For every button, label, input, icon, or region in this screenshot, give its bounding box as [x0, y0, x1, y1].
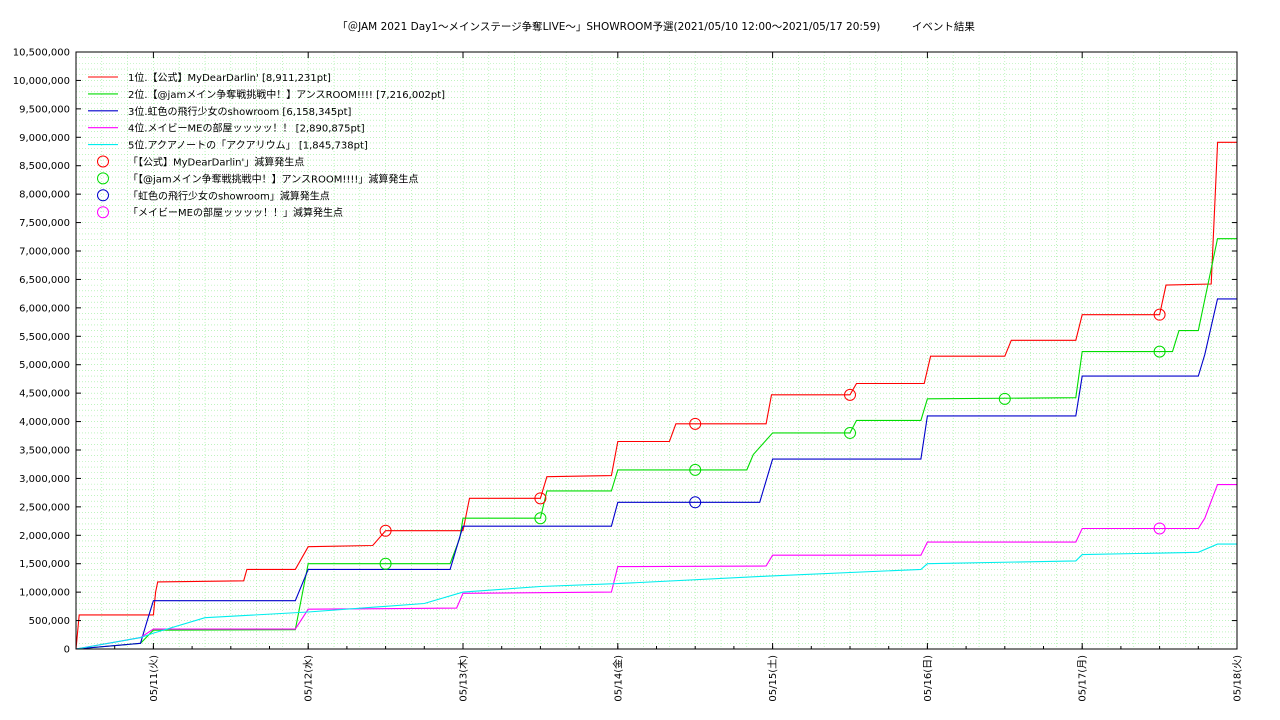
- y-tick-label: 10,000,000: [13, 76, 70, 87]
- legend-swatch-circle: [97, 189, 109, 202]
- y-tick-label: 1,500,000: [19, 559, 70, 570]
- reduction-marker-2: [689, 463, 702, 476]
- y-tick-label: 9,000,000: [19, 133, 70, 144]
- y-tick-label: 3,500,000: [19, 446, 70, 457]
- reduction-marker-1: [689, 417, 702, 430]
- x-tick-label: 05/11(火): [148, 655, 160, 702]
- legend-label: 2位.【@jamメイン争奪戦挑戦中！】アンスROOM!!!! [7,216,00…: [128, 88, 445, 101]
- y-tick-label: 500,000: [29, 616, 70, 627]
- y-tick-label: 2,000,000: [19, 531, 70, 542]
- reduction-marker-4: [1153, 522, 1166, 535]
- grid: [75, 51, 1238, 650]
- legend-label: 「【@jamメイン争奪戦挑戦中！】アンスROOM!!!!」減算発生点: [128, 172, 418, 185]
- x-tick-label: 05/17(月): [1077, 655, 1089, 702]
- axes: 0 500,000 1,000,000 1,500,000 2,000,000 2,500…: [13, 48, 1244, 702]
- y-tick-label: 3,000,000: [19, 474, 70, 485]
- y-tick-label: 8,000,000: [19, 190, 70, 201]
- reduction-marker-2: [1153, 345, 1166, 358]
- y-tick-label: 0: [64, 645, 70, 656]
- reduction-marker-2: [844, 426, 856, 439]
- x-tick-label: 05/16(日): [923, 655, 934, 702]
- series-line-3: [75, 298, 1237, 650]
- reduction-marker-1: [1153, 308, 1166, 321]
- y-tick-label: 10,500,000: [13, 48, 70, 59]
- series-lines: [75, 141, 1237, 650]
- legend-label: 3位.虹色の飛行少女のshowroom [6,158,345pt]: [128, 105, 351, 118]
- legend-label: 5位.アクアノートの「アクアリウム」 [1,845,738pt]: [128, 139, 368, 152]
- legend-label: 1位.【公式】MyDearDarlin' [8,911,231pt]: [128, 71, 331, 84]
- y-tick-label: 1,000,000: [19, 588, 70, 599]
- legend-swatch-circle: [97, 155, 109, 168]
- chart-title: 「＠JAM 2021 Day1～メインステージ争奪LIVE～」SHOWROOM予…: [337, 20, 975, 33]
- legend-swatch-circle: [97, 206, 109, 219]
- x-tick-label: 05/14(金): [611, 655, 624, 702]
- legend: 1位.【公式】MyDearDarlin' [8,911,231pt] 2位.【@j…: [88, 71, 445, 219]
- legend-swatch-circle: [97, 172, 109, 185]
- reduction-marker-1: [844, 388, 856, 401]
- y-tick-label: 8,500,000: [19, 161, 70, 172]
- x-tick-label: 05/18(火): [1232, 655, 1244, 702]
- reduction-markers: [379, 308, 1166, 570]
- x-tick-label: 05/12(水): [303, 655, 315, 702]
- x-tick-label: 05/13(木): [458, 655, 470, 702]
- x-tick-label: 05/15(土): [766, 655, 779, 702]
- y-tick-label: 6,500,000: [19, 275, 70, 286]
- legend-label: 「【公式】MyDearDarlin'」減算発生点: [128, 156, 304, 169]
- reduction-marker-1: [534, 492, 547, 505]
- reduction-marker-3: [689, 496, 702, 509]
- y-tick-label: 5,500,000: [19, 332, 70, 343]
- legend-label: 「虹色の飛行少女のshowroom」減算発生点: [128, 189, 330, 202]
- reduction-marker-2: [534, 512, 547, 525]
- legend-label: 「メイビーMEの部屋ッッッッ！！」減算発生点: [128, 206, 343, 219]
- series-line-1: [75, 141, 1237, 650]
- y-tick-label: 4,500,000: [19, 389, 70, 400]
- reduction-marker-2: [379, 557, 392, 570]
- y-tick-label: 4,000,000: [19, 417, 70, 428]
- reduction-marker-2: [998, 392, 1011, 405]
- y-tick-label: 7,500,000: [19, 218, 70, 229]
- y-tick-label: 9,500,000: [19, 104, 70, 115]
- legend-label: 4位.メイビーMEの部屋ッッッッ！！ [2,890,875pt]: [128, 122, 365, 135]
- series-line-5: [75, 543, 1237, 650]
- y-tick-label: 6,000,000: [19, 303, 70, 314]
- y-tick-label: 7,000,000: [19, 247, 70, 258]
- y-tick-label: 5,000,000: [19, 360, 70, 371]
- series-line-2: [75, 238, 1237, 650]
- series-line-4: [75, 484, 1237, 650]
- reduction-marker-1: [379, 524, 392, 537]
- y-tick-label: 2,500,000: [19, 502, 70, 513]
